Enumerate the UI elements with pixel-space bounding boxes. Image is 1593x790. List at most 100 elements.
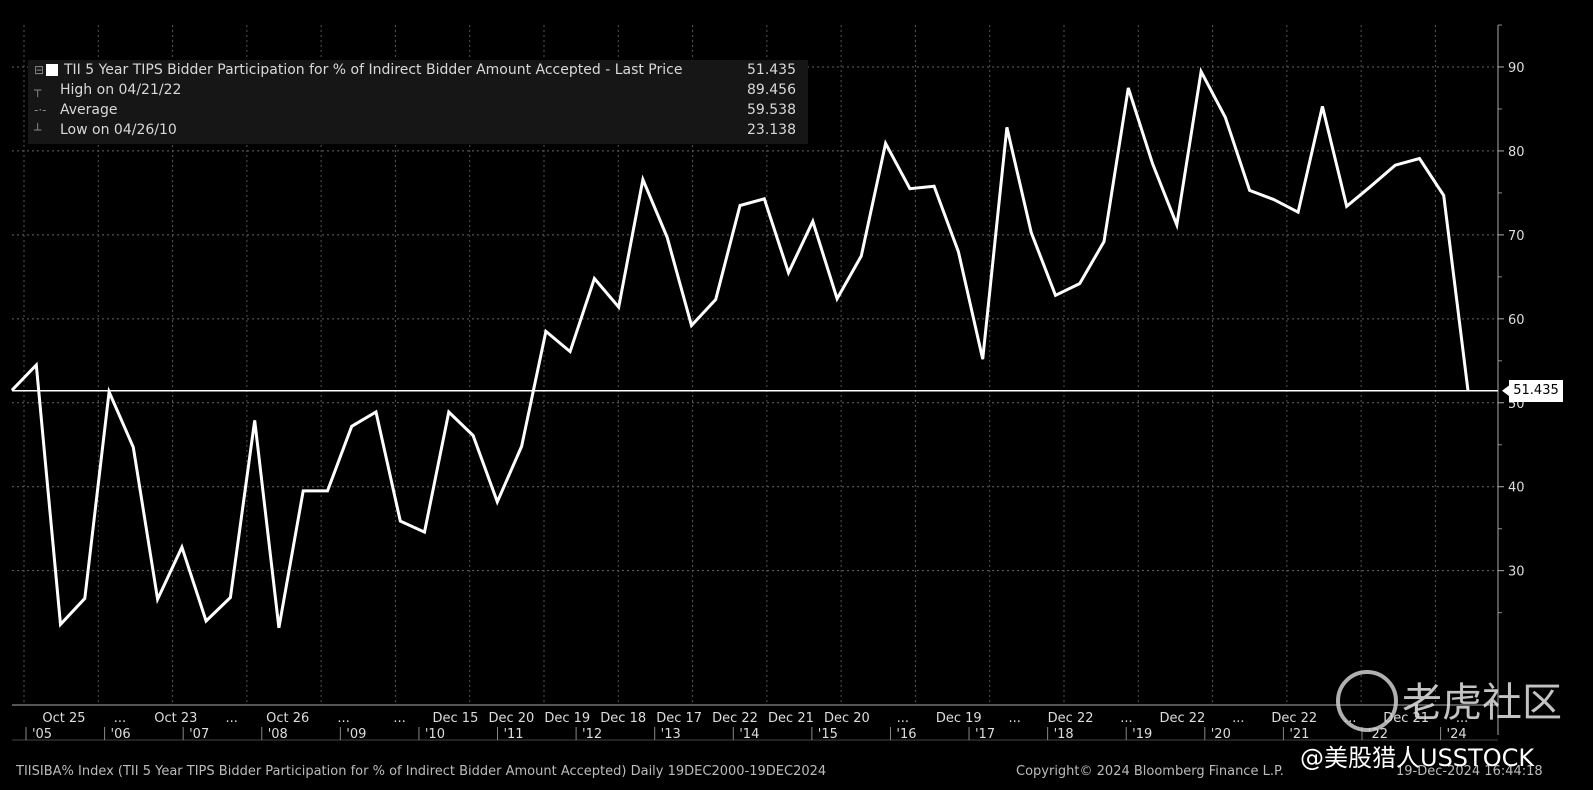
grid [12, 25, 1498, 705]
data-point [957, 251, 959, 253]
data-point [666, 236, 668, 238]
x-tick-label: Oct 25 [42, 711, 85, 726]
y-tick-label: 40 [1508, 481, 1525, 496]
data-point [521, 445, 523, 447]
data-point [1006, 126, 1008, 128]
data-point [448, 411, 450, 413]
data-point [35, 364, 37, 366]
x-tick-label: Dec 22 [1160, 711, 1206, 726]
data-point [1443, 194, 1445, 196]
x-tick-label: Dec 19 [936, 711, 982, 726]
data-point [205, 620, 207, 622]
x-tick-label: ... [226, 711, 238, 726]
legend-low-value: 23.138 [747, 122, 796, 138]
series-swatch [46, 64, 58, 76]
data-point [1394, 164, 1396, 166]
data-point [375, 411, 377, 413]
x-axis: Oct 25... Oct 23... Oct 26...... Dec 15 Dec … [12, 704, 1498, 742]
last-price-tag: 51.435 [1509, 379, 1563, 402]
x-tick-label: Dec 19 [544, 711, 590, 726]
data-point [424, 531, 426, 533]
x-tick-label: Dec 20 [488, 711, 534, 726]
data-point [885, 142, 887, 144]
x-year-label: '24 [1447, 727, 1467, 742]
data-point [229, 597, 231, 599]
x-year-label: '08 [268, 727, 288, 742]
data-point [836, 298, 838, 300]
data-point [739, 204, 741, 206]
data-point [1249, 189, 1251, 191]
x-tick-label: ... [1008, 711, 1020, 726]
x-tick-label: ... [1232, 711, 1244, 726]
data-point [84, 597, 86, 599]
data-point [642, 178, 644, 180]
x-tick-label: Dec 15 [433, 711, 479, 726]
data-point [812, 220, 814, 222]
x-year-label: '12 [582, 727, 602, 742]
series-line-group [10, 66, 1510, 629]
legend: ⊟ TII 5 Year TIPS Bidder Participation f… [28, 60, 808, 144]
data-point [1321, 105, 1323, 107]
data-point [788, 272, 790, 274]
data-point [569, 351, 571, 353]
x-year-label: '15 [818, 727, 838, 742]
legend-average-value: 59.538 [747, 102, 796, 118]
data-point [1079, 283, 1081, 285]
data-point [1152, 163, 1154, 165]
y-tick-label: 80 [1508, 145, 1525, 160]
data-point [593, 278, 595, 280]
x-year-label: '21 [1289, 727, 1309, 742]
legend-high-value: 89.456 [747, 82, 796, 98]
footer-index-text: TIISIBA% Index (TII 5 Year TIPS Bidder P… [16, 764, 827, 779]
collapse-icon[interactable]: ⊟ [34, 63, 45, 77]
x-tick-label: Dec 18 [600, 711, 646, 726]
x-year-label: '18 [1054, 727, 1074, 742]
data-point [157, 598, 159, 600]
x-tick-label: Dec 20 [824, 711, 870, 726]
data-point [1200, 71, 1202, 73]
high-marker-icon: ┬ [34, 83, 42, 97]
data-point [618, 306, 620, 308]
x-tick-label: ... [897, 711, 909, 726]
data-point [399, 520, 401, 522]
y-tick-label: 30 [1508, 565, 1525, 580]
data-point [472, 435, 474, 437]
legend-last-value: 51.435 [747, 62, 796, 78]
legend-row-last-price: ⊟ TII 5 Year TIPS Bidder Participation f… [34, 60, 808, 80]
data-point [108, 391, 110, 393]
legend-series-label: TII 5 Year TIPS Bidder Participation for… [64, 62, 683, 78]
data-point [1370, 185, 1372, 187]
data-point [715, 299, 717, 301]
x-tick-label: ... [1120, 711, 1132, 726]
y-tick-label: 90 [1508, 61, 1525, 76]
average-marker-icon: -·- [34, 103, 47, 117]
data-point [60, 623, 62, 625]
data-point [1224, 116, 1226, 118]
footer-timestamp: 19-Dec-2024 16:44:18 [1396, 764, 1543, 779]
x-year-label: '13 [661, 727, 681, 742]
x-tick-label: ... [1456, 711, 1468, 726]
data-point [1346, 205, 1348, 207]
x-year-label: '20 [1211, 727, 1231, 742]
data-point [545, 330, 547, 332]
x-year-label: '14 [739, 727, 759, 742]
data-point [982, 358, 984, 360]
x-year-label: '19 [1132, 727, 1152, 742]
legend-average-label: Average [60, 102, 118, 118]
x-tick-label: Dec 22 [1271, 711, 1317, 726]
x-year-label: '11 [503, 727, 523, 742]
data-point [1418, 157, 1420, 159]
x-year-label: '10 [425, 727, 445, 742]
x-year-label: '06 [111, 727, 131, 742]
x-tick-label: Dec 22 [712, 711, 758, 726]
y-tick-label: 60 [1508, 313, 1525, 328]
data-point [690, 325, 692, 327]
data-point [1176, 224, 1178, 226]
y-tick-label: 70 [1508, 229, 1525, 244]
data-point [1273, 199, 1275, 201]
data-point [181, 546, 183, 548]
x-year-label: '16 [896, 727, 916, 742]
last-price-pointer-icon [1502, 384, 1510, 397]
data-point [132, 446, 134, 448]
x-year-label: '17 [975, 727, 995, 742]
